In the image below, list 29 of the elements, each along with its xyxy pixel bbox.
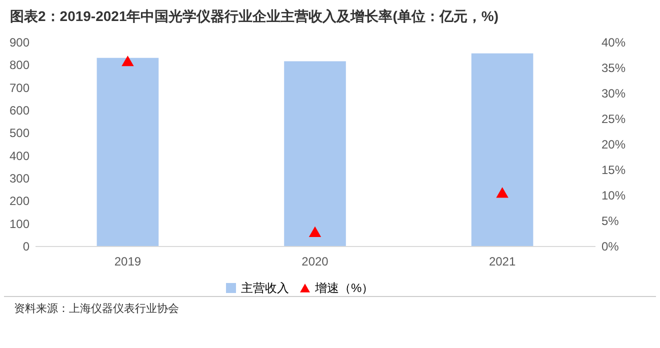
text: 资料来源：上海仪器仪表行业协会 [4,296,656,316]
y2-tick-label: 30% [602,86,626,100]
x-tick-label: 2019 [114,254,142,268]
chart-title: 图表2：2019-2021年中国光学仪器行业企业主营收入及增长率(单位：亿元，%) [9,7,500,26]
y-tick-label: 400 [9,148,30,163]
y-tick-label: 300 [9,172,30,186]
y-tick-label: 100 [9,216,30,231]
y-tick-label: 500 [9,126,30,140]
legend-label: 主营收入 [241,281,289,295]
y2-tick-label: 10% [602,188,626,202]
x-tick-label: 2021 [488,254,516,268]
y-tick-label: 0 [22,240,30,254]
point [308,226,322,238]
point [496,187,508,198]
y-tick-label: 200 [9,194,30,208]
y2-tick-label: 35% [602,61,626,75]
y-tick-label: 600 [9,104,30,118]
y2-tick-label: 20% [602,138,626,152]
y2-tick-label: 15% [602,163,626,177]
legend-label: 增速（%） [314,281,374,295]
y2-tick-label: 40% [602,36,626,50]
y2-tick-label: 0% [602,240,620,254]
y2-tick-label: 5% [602,214,620,228]
point [122,56,134,66]
y2-tick-label: 25% [602,112,626,126]
y-tick-label: 900 [9,36,30,50]
y-tick-label: 700 [9,80,30,95]
x-tick-label: 2020 [302,254,329,268]
y-tick-label: 800 [9,58,30,72]
